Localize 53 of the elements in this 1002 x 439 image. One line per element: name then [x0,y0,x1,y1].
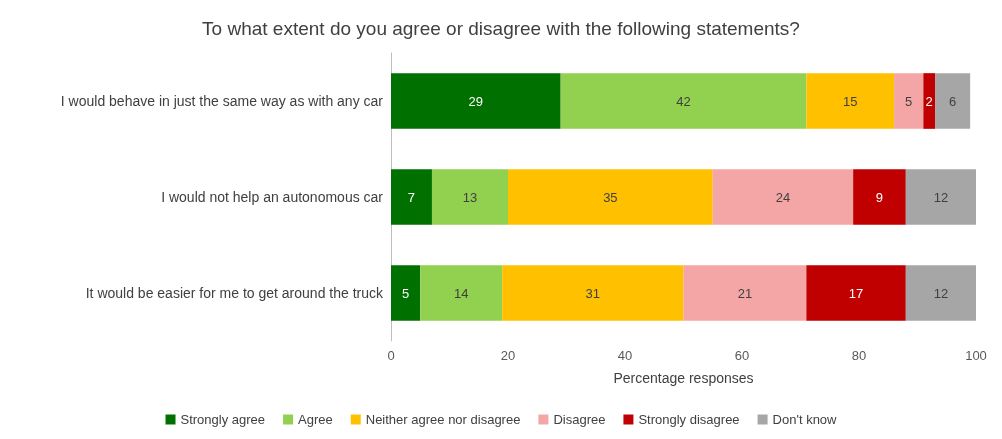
bar [894,73,924,129]
data-label: 24 [775,189,791,205]
bar [420,265,503,321]
bar [502,265,684,321]
x-tick-label: 20 [500,348,516,363]
bar [712,169,854,225]
bar [391,169,432,225]
x-tick-label: 40 [617,348,633,363]
x-tick-label: 80 [851,348,867,363]
data-label: 15 [842,93,858,109]
data-label: 17 [848,285,864,301]
data-label: 13 [462,189,478,205]
legend-label: Strongly agree [180,412,266,427]
data-label: 31 [585,285,601,301]
bar [560,73,807,129]
bar [923,73,936,129]
y-tick-label: It would be easier for me to get around the truck [85,285,384,301]
bar [683,265,807,321]
bar [905,169,976,225]
data-label: 9 [875,189,884,205]
data-label: 35 [603,189,618,205]
x-tick-label: 60 [734,348,750,363]
legend-label: Agree [298,412,333,427]
y-tick-label: I would behave in just the same way as with any car [60,93,384,109]
data-label: 14 [453,285,469,301]
data-label: 12 [933,189,949,205]
data-label: 12 [933,285,949,301]
x-tick-label: 0 [387,348,395,363]
x-axis-title: Percentage responses [613,370,754,386]
bar [853,169,906,225]
x-tick-label: 100 [965,348,987,363]
data-label: 29 [468,93,484,109]
chart-title: To what extent do you agree or disagree with the following statements? [202,18,800,39]
data-label: 5 [905,93,913,109]
legend-label: Neither agree nor disagree [365,412,521,427]
bar [508,169,713,225]
bar [391,73,561,129]
legend-label: Don't know [772,412,838,427]
data-label: 42 [676,93,691,109]
legend-label: Strongly disagree [638,412,740,427]
legend-label: Disagree [553,412,606,427]
data-label: 7 [407,189,416,205]
y-tick-label: I would not help an autonomous car [161,189,384,205]
bar [806,265,906,321]
bar [431,169,508,225]
data-label: 6 [948,93,957,109]
bar [391,265,421,321]
data-label: 5 [402,285,410,301]
bar [905,265,976,321]
bar [935,73,971,129]
data-label: 21 [737,285,753,301]
data-label: 2 [925,93,933,109]
bar [806,73,895,129]
